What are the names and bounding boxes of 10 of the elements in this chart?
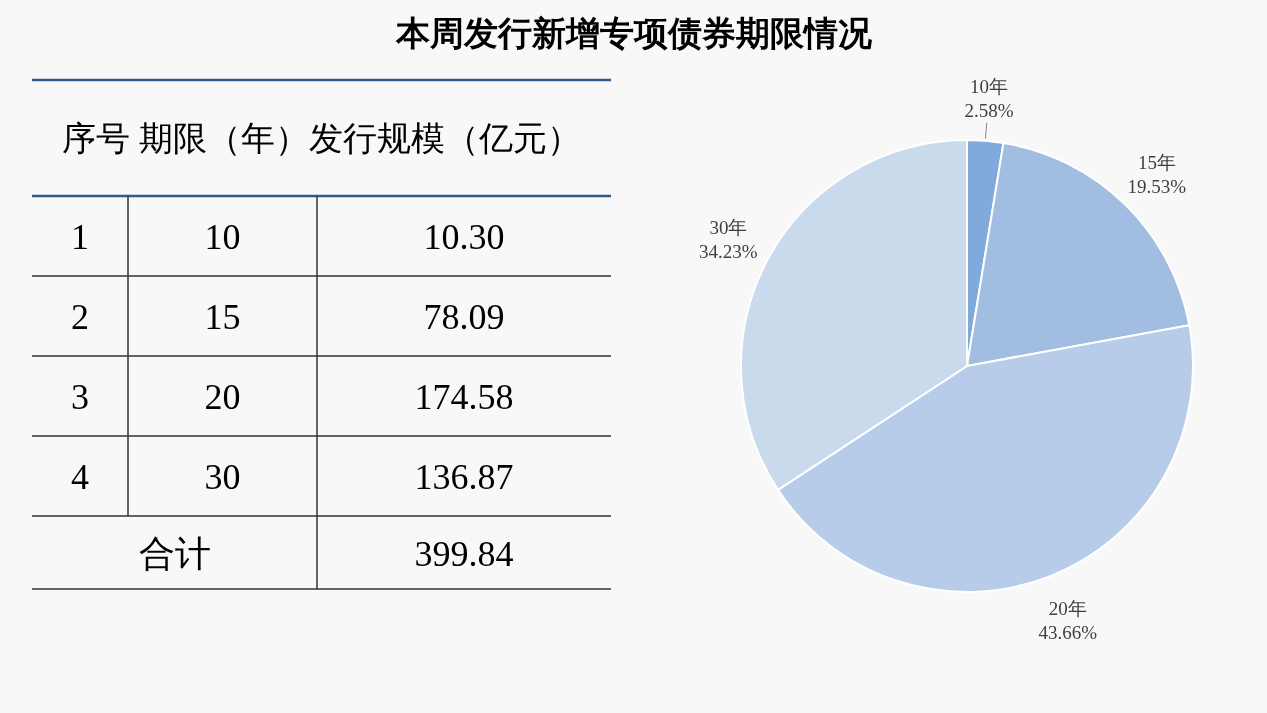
data-label: 34.23% (699, 241, 758, 263)
slice-label: 30年 (709, 217, 748, 239)
data-label: 43.66% (1038, 621, 1098, 643)
chart-title: 本周发行新增专项债券期限情况 (394, 14, 873, 52)
table: 序号 期限（年）发行规模（亿元） 1 10 10.30 2 15 78.09 3 20 174.58 4 30 136.87 合计 399.84 (31, 78, 612, 590)
data-label: 19.53% (1127, 176, 1187, 198)
slice-label: 15年 (1137, 152, 1176, 174)
slice-label: 20年 (1048, 597, 1087, 619)
data-label: 2.58% (964, 99, 1014, 121)
slice-label: 10年 (969, 75, 1008, 97)
